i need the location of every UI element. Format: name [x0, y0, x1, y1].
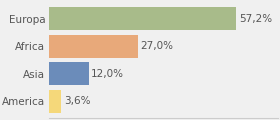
Text: 3,6%: 3,6% [64, 96, 90, 106]
Bar [49, 7, 236, 30]
Bar [49, 90, 61, 113]
Text: 12,0%: 12,0% [91, 69, 124, 79]
Text: 57,2%: 57,2% [239, 14, 272, 24]
Text: 27,0%: 27,0% [140, 41, 173, 51]
Bar [49, 35, 137, 57]
Bar [49, 63, 88, 85]
